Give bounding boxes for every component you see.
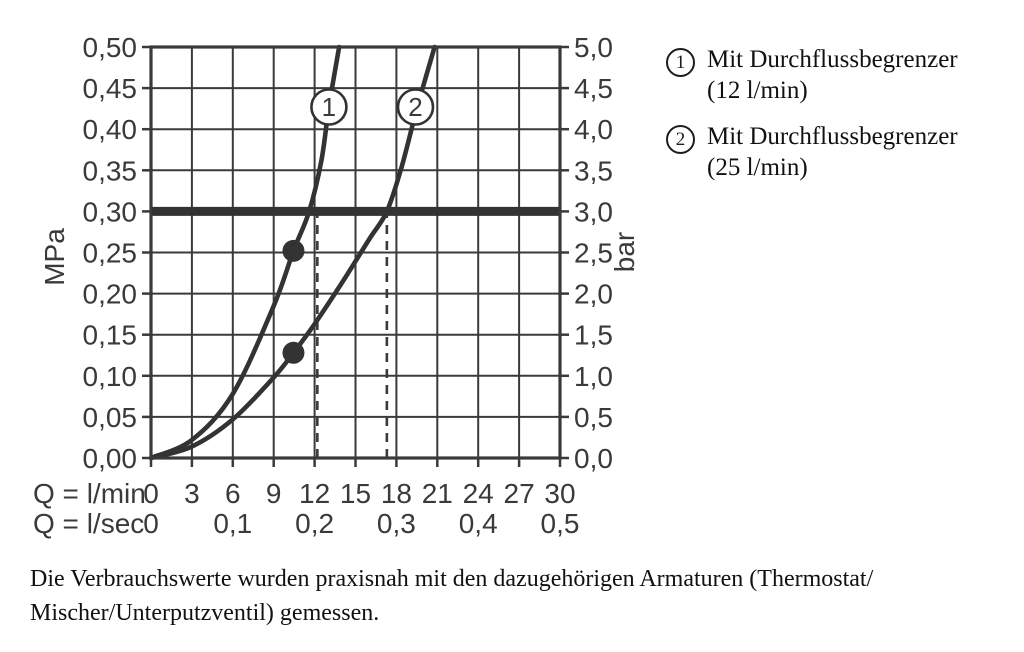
y-right-tick-label: 5,0 [574, 32, 613, 63]
y-right-tick-label: 1,5 [574, 320, 613, 351]
x-lsec-tick-label: 0,2 [295, 508, 334, 539]
x-axis-label-lsec: Q = l/sec [33, 508, 144, 539]
y-left-tick-label: 0,15 [83, 320, 138, 351]
legend: 1 Mit Durchflussbegrenzer (12 l/min) 2 M… [666, 44, 1016, 198]
y-right-tick-label: 1,0 [574, 361, 613, 392]
y-left-tick-label: 0,00 [83, 443, 138, 474]
y-right-tick-label: 3,5 [574, 155, 613, 186]
x-lmin-tick-label: 24 [463, 478, 494, 509]
x-lmin-tick-label: 3 [184, 478, 200, 509]
x-lmin-tick-label: 21 [422, 478, 453, 509]
x-lsec-tick-label: 0,3 [377, 508, 416, 539]
x-lmin-tick-label: 30 [544, 478, 575, 509]
curve-2 [148, 44, 437, 461]
y-right-tick-label: 3,0 [574, 196, 613, 227]
axis-labels: 0,000,050,100,150,200,250,300,350,400,45… [33, 32, 640, 539]
x-lsec-tick-label: 0,4 [459, 508, 498, 539]
legend-item-2: 2 Mit Durchflussbegrenzer (25 l/min) [666, 121, 1016, 183]
footnote-line1: Die Verbrauchswerte wurden praxisnah mit… [30, 566, 874, 592]
y-left-tick-label: 0,35 [83, 155, 138, 186]
y-right-tick-label: 2,5 [574, 238, 613, 269]
y-left-tick-label: 0,20 [83, 279, 138, 310]
grid [150, 46, 561, 459]
y-right-tick-label: 2,0 [574, 279, 613, 310]
y-left-tick-label: 0,10 [83, 361, 138, 392]
y-left-axis-label: MPa [39, 228, 70, 286]
legend-item-1: 1 Mit Durchflussbegrenzer (12 l/min) [666, 44, 1016, 106]
x-lmin-tick-label: 15 [340, 478, 371, 509]
legend-circled-2-icon: 2 [666, 125, 695, 154]
y-right-tick-label: 0,5 [574, 402, 613, 433]
x-lmin-tick-label: 0 [143, 478, 159, 509]
y-left-tick-label: 0,45 [83, 73, 138, 104]
y-left-tick-label: 0,05 [83, 402, 138, 433]
axis-ticks [142, 45, 569, 467]
x-lsec-tick-label: 0 [143, 508, 159, 539]
y-right-tick-label: 4,0 [574, 114, 613, 145]
curve-badge-2 [396, 88, 435, 126]
y-right-tick-label: 0,0 [574, 443, 613, 474]
legend-circled-1-icon: 1 [666, 48, 695, 77]
x-lmin-tick-label: 27 [504, 478, 535, 509]
curve-badge-1 [310, 88, 348, 126]
x-lmin-tick-label: 18 [381, 478, 412, 509]
flow-rate-chart: 1 20,000,050,100,150,200,250,300,350,400,… [33, 32, 640, 539]
legend-text-1-line2: (12 l/min) [707, 77, 808, 104]
x-lsec-tick-label: 0,1 [213, 508, 252, 539]
curve-badge-label-1: 1 [322, 92, 336, 122]
legend-text-2-line1: Mit Durchflussbegrenzer [707, 123, 958, 150]
marker-curve-1 [282, 239, 305, 262]
curve-badge-label-2: 2 [408, 92, 422, 122]
y-left-tick-label: 0,30 [83, 196, 138, 227]
legend-text-2-line2: (25 l/min) [707, 154, 808, 181]
y-left-tick-label: 0,40 [83, 114, 138, 145]
y-left-tick-label: 0,50 [83, 32, 138, 63]
marker-curve-2 [282, 341, 305, 364]
y-right-tick-label: 4,5 [574, 73, 613, 104]
legend-text-1-line1: Mit Durchflussbegrenzer [707, 46, 958, 73]
legend-text-1: Mit Durchflussbegrenzer (12 l/min) [707, 44, 958, 106]
legend-text-2: Mit Durchflussbegrenzer (25 l/min) [707, 121, 958, 183]
x-lmin-tick-label: 12 [299, 478, 330, 509]
x-lmin-tick-label: 9 [266, 478, 282, 509]
x-axis-label-lmin: Q = l/min [33, 478, 146, 509]
y-left-tick-label: 0,25 [83, 238, 138, 269]
y-right-axis-label: bar [609, 232, 640, 272]
x-lsec-tick-label: 0,5 [541, 508, 580, 539]
footnote: Die Verbrauchswerte wurden praxisnah mit… [30, 562, 970, 630]
footnote-line2: Mischer/Unterputzventil) gemessen. [30, 600, 380, 626]
x-lmin-tick-label: 6 [225, 478, 241, 509]
